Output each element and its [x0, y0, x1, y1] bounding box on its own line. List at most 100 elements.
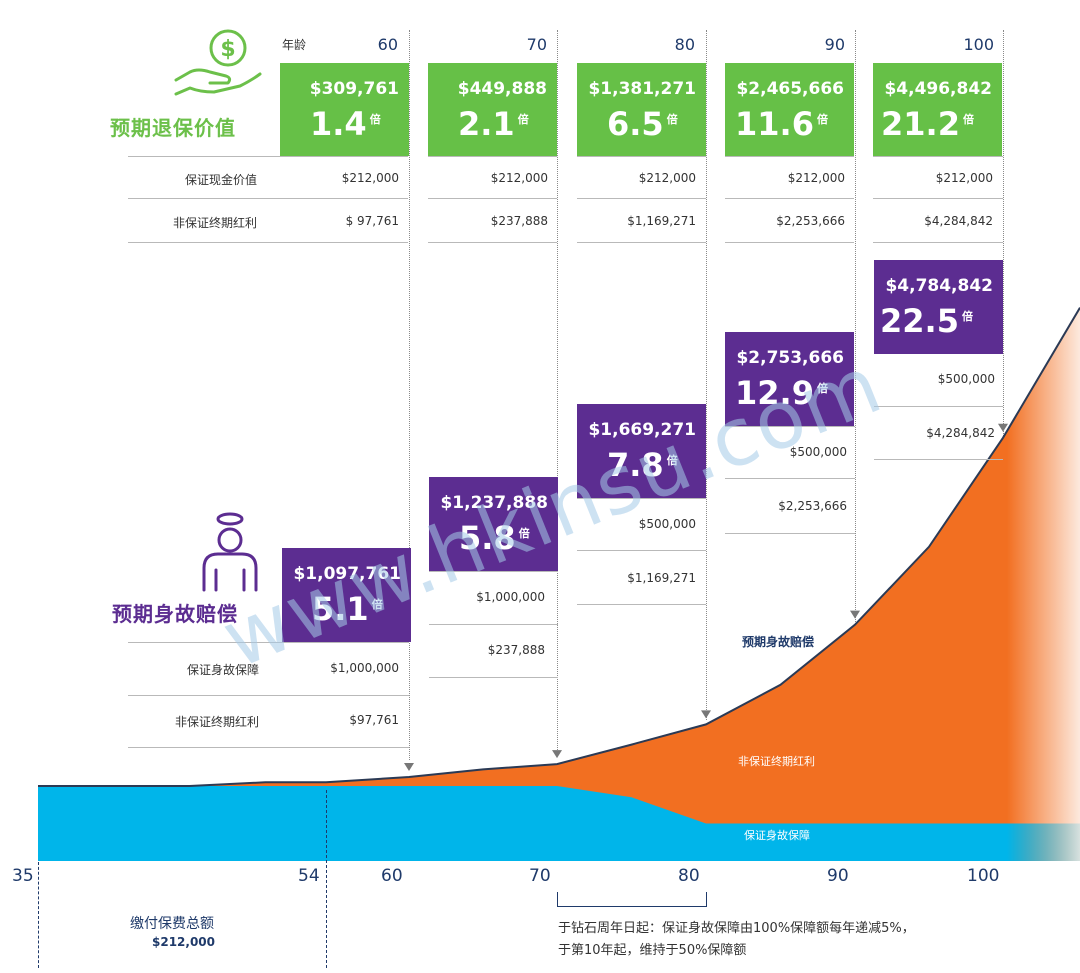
- surrender-amount: $449,888: [457, 79, 547, 99]
- death-amount: $1,097,761: [293, 564, 401, 584]
- guide-line-80: [706, 30, 707, 720]
- surrender-box-80: $1,381,271 6.5 倍: [577, 63, 706, 156]
- marker-arrow-70: [552, 750, 562, 759]
- death-box-100: $4,784,842 22.5 倍: [874, 260, 1003, 354]
- age-header-60: 60: [377, 35, 398, 54]
- guide-line-90: [855, 30, 856, 640]
- divider: [577, 550, 706, 551]
- death-multiple: 7.8 倍: [607, 446, 678, 484]
- area-label-bonus: 非保证终期红利: [738, 755, 815, 768]
- surrender-box-90: $2,465,666 11.6 倍: [725, 63, 854, 156]
- divider: [128, 747, 409, 748]
- surrender-value-title: 预期退保价值: [110, 116, 236, 140]
- surrender-bonus-value: $1,169,271: [627, 214, 696, 228]
- money-hand-icon: $: [174, 29, 262, 96]
- x-tick-90: 90: [827, 866, 849, 886]
- angel-person-icon: [202, 512, 258, 592]
- x-tick-60: 60: [381, 866, 403, 886]
- divider: [128, 695, 409, 696]
- decrement-note-line1: 于钻石周年日起：保证身故保障由100%保障额每年递减5%，: [558, 921, 915, 936]
- death-box-90: $2,753,666 12.9 倍: [725, 332, 854, 426]
- area-label-guarantee: 保证身故保障: [744, 829, 810, 842]
- guaranteed-death-value: $500,000: [789, 445, 847, 459]
- divider: [429, 571, 558, 572]
- death-amount: $2,753,666: [736, 348, 844, 368]
- divider: [128, 242, 408, 243]
- x-tick-35: 35: [12, 866, 34, 886]
- surrender-bonus-value: $ 97,761: [345, 214, 399, 228]
- divider: [873, 198, 1003, 199]
- divider: [577, 242, 706, 243]
- guide-line-70: [557, 30, 558, 754]
- divider: [428, 198, 557, 199]
- guaranteed-cash-value: $212,000: [490, 171, 548, 185]
- surrender-multiple: 2.1 倍: [458, 105, 529, 143]
- bonus-area: [38, 307, 1080, 862]
- death-multiple: 5.8 倍: [459, 519, 530, 557]
- death-bonus-value: $2,253,666: [778, 499, 847, 513]
- surrender-bonus-value: $4,284,842: [924, 214, 993, 228]
- payment-total-label: 缴付保费总额: [130, 916, 214, 932]
- guaranteed-cash-value: $212,000: [935, 171, 993, 185]
- divider: [577, 198, 706, 199]
- age-header-70: 70: [526, 35, 547, 54]
- divider: [428, 242, 557, 243]
- guaranteed-death-value: $500,000: [638, 517, 696, 531]
- guaranteed-death-value: $1,000,000: [476, 590, 545, 604]
- divider: [725, 156, 854, 157]
- divider: [874, 406, 1003, 407]
- death-amount: $1,669,271: [588, 420, 696, 440]
- marker-arrow-60: [404, 763, 414, 772]
- surrender-box-60: $309,761 1.4 倍: [280, 63, 409, 156]
- surrender-box-100: $4,496,842 21.2 倍: [873, 63, 1002, 156]
- divider: [873, 242, 1003, 243]
- divider: [429, 624, 558, 625]
- guaranteed-death-value: $500,000: [937, 372, 995, 386]
- guaranteed-cash-value: $212,000: [341, 171, 399, 185]
- guaranteed-cash-value: $212,000: [787, 171, 845, 185]
- death-multiple: 12.9 倍: [735, 374, 828, 412]
- marker-arrow-100: [998, 423, 1008, 432]
- death-bonus-value: $4,284,842: [926, 426, 995, 440]
- surrender-amount: $309,761: [309, 79, 399, 99]
- divider: [725, 426, 855, 427]
- guide-line-60: [409, 30, 410, 760]
- surrender-amount: $1,381,271: [588, 79, 696, 99]
- death-multiple: 5.1 倍: [312, 590, 383, 628]
- surrender-bonus-value: $237,888: [490, 214, 548, 228]
- guaranteed-death-label: 保证身故保障: [186, 663, 259, 677]
- divider: [725, 242, 854, 243]
- svg-text:$: $: [220, 37, 235, 62]
- payment-total-amount: $212,000: [152, 935, 216, 949]
- payment-period-end: [326, 790, 327, 968]
- x-tick-54: 54: [298, 866, 320, 886]
- death-amount: $1,237,888: [440, 493, 548, 513]
- divider: [577, 498, 706, 499]
- guaranteed-death-value: $1,000,000: [330, 661, 399, 675]
- surrender-box-70: $449,888 2.1 倍: [428, 63, 557, 156]
- death-amount: $4,784,842: [885, 276, 993, 296]
- decrement-note-line2: 于第10年起，维持于50%保障额: [558, 943, 747, 958]
- death-bonus-label: 非保证终期红利: [174, 715, 259, 729]
- divider: [725, 478, 855, 479]
- marker-arrow-90: [850, 610, 860, 619]
- surrender-multiple: 1.4 倍: [310, 105, 381, 143]
- x-tick-70: 70: [529, 866, 551, 886]
- guaranteed-cash-value: $212,000: [638, 171, 696, 185]
- divider: [874, 459, 1003, 460]
- surrender-bonus-label: 非保证终期红利: [172, 216, 257, 230]
- death-box-80: $1,669,271 7.8 倍: [577, 404, 706, 498]
- death-bonus-value: $237,888: [487, 643, 545, 657]
- payment-period-start: [38, 862, 39, 968]
- marker-arrow-80: [701, 710, 711, 719]
- death-bonus-value: $97,761: [349, 713, 399, 727]
- death-bonus-value: $1,169,271: [627, 571, 696, 585]
- surrender-multiple: 6.5 倍: [607, 105, 678, 143]
- decrement-bracket: [557, 892, 707, 907]
- age-header-90: 90: [824, 35, 845, 54]
- divider: [128, 156, 408, 157]
- surrender-multiple: 11.6 倍: [735, 105, 828, 143]
- x-tick-100: 100: [967, 866, 1000, 886]
- divider: [429, 677, 558, 678]
